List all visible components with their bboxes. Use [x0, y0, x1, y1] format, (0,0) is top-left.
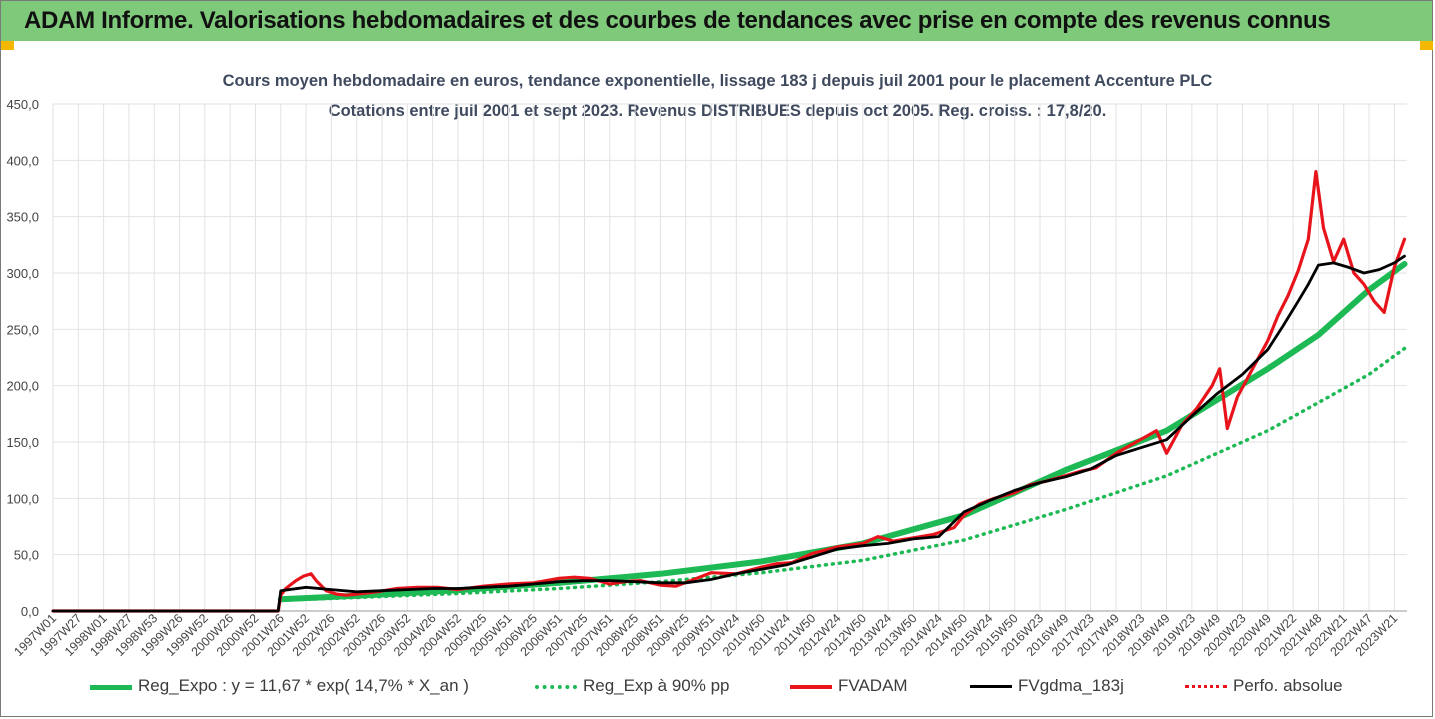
report-title: ADAM Informe. Valorisations hebdomadaire…	[24, 7, 1331, 34]
chart-title: Cours moyen hebdomadaire en euros, tenda…	[222, 72, 1213, 90]
legend-swatch-green-solid	[90, 685, 132, 690]
chart-subtitle: Cotations entre juil 2001 et sept 2023. …	[328, 102, 1107, 120]
legend-swatch-red	[790, 685, 832, 689]
series-fvgdma-line	[51, 254, 1406, 613]
legend-label: Reg_Exp à 90% pp	[583, 676, 730, 695]
legend-label: Reg_Expo : y = 11,67 * exp( 14,7% * X_an…	[138, 676, 469, 695]
legend-swatch-red-dotted	[1185, 685, 1227, 688]
y-tick-label: 350,0	[6, 210, 39, 225]
legend-label: Perfo. absolue	[1233, 676, 1343, 695]
y-tick-label: 0,0	[21, 604, 39, 619]
legend-label: FVgdma_183j	[1018, 676, 1124, 695]
y-tick-label: 450,0	[6, 97, 39, 112]
legend-swatch-black	[970, 685, 1012, 688]
series-reg-exp-90-line	[279, 346, 1407, 603]
y-tick-label: 300,0	[6, 266, 39, 281]
corner-marker-left	[1, 41, 14, 50]
y-tick-label: 400,0	[6, 153, 39, 168]
y-tick-label: 200,0	[6, 379, 39, 394]
y-tick-label: 100,0	[6, 491, 39, 506]
corner-marker-right	[1420, 41, 1433, 50]
y-tick-label: 50,0	[14, 548, 39, 563]
y-tick-label: 150,0	[6, 435, 39, 450]
legend-label: FVADAM	[838, 676, 908, 695]
y-tick-label: 250,0	[6, 322, 39, 337]
report-header: ADAM Informe. Valorisations hebdomadaire…	[1, 1, 1432, 41]
legend-swatch-green-dotted	[535, 685, 577, 689]
